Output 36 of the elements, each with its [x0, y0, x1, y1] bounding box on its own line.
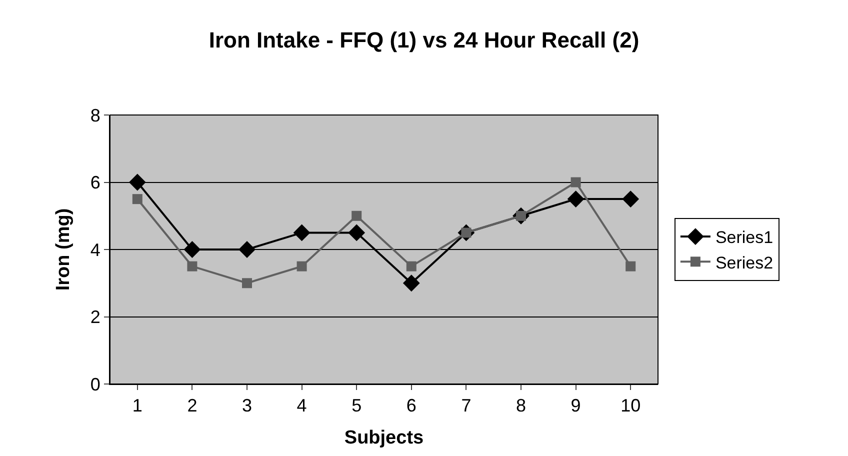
y-tick-label: 0	[90, 374, 100, 394]
point	[128, 174, 146, 191]
x-tick-label: 2	[187, 396, 198, 416]
point	[242, 278, 252, 288]
legend-label: Series2	[715, 253, 774, 272]
point	[570, 177, 581, 188]
x-tick-label: 5	[352, 396, 362, 416]
y-tick-label: 2	[90, 307, 100, 328]
x-tick-label: 9	[570, 396, 581, 416]
point	[187, 261, 198, 272]
legend-label: Series1	[715, 228, 774, 248]
x-tick-label: 6	[406, 396, 416, 416]
y-tick-label: 4	[90, 240, 100, 260]
point	[352, 210, 362, 221]
x-tick-label: 1	[132, 396, 142, 416]
x-tick-label: 8	[516, 396, 526, 416]
point	[567, 190, 584, 208]
y-axis-title: Iron (mg)	[53, 208, 74, 291]
point	[296, 261, 307, 272]
point	[132, 194, 142, 204]
chart-title: Iron Intake - FFQ (1) vs 24 Hour Recall (2)	[208, 27, 640, 52]
x-axis-title: Subjects	[344, 427, 424, 448]
y-tick-label: 8	[90, 105, 100, 126]
point	[348, 224, 366, 242]
x-tick-label: 10	[620, 396, 641, 416]
x-tick-label: 4	[296, 396, 307, 416]
x-tick-label: 7	[461, 396, 472, 416]
point	[293, 224, 310, 242]
point	[626, 261, 636, 272]
point	[406, 261, 416, 272]
x-tick-label: 3	[242, 396, 252, 416]
point	[402, 274, 420, 292]
point	[184, 241, 201, 258]
y-tick-label: 6	[90, 172, 100, 193]
point	[238, 241, 256, 258]
point	[622, 190, 640, 208]
